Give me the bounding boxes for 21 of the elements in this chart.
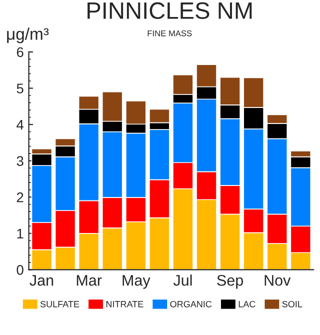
x-tick-label: Sep (217, 274, 243, 289)
x-tick-label: May (122, 275, 150, 289)
y-tick-label: 3 (16, 156, 24, 166)
y-tick-label: 0 (16, 265, 24, 275)
x-tick-label: Mar (76, 275, 102, 286)
legend-label: NITRATE (106, 301, 144, 308)
y-tick-label: 1 (17, 228, 24, 238)
x-tick-label: Jan (30, 275, 54, 286)
x-tick-label: Jul (173, 274, 192, 286)
x-tick-label: Nov (264, 275, 291, 286)
y-axis-title: μg/m³ (7, 28, 49, 44)
y-tick-label: 6 (16, 47, 24, 58)
legend-label: SOIL (282, 300, 302, 308)
legend-label: ORGANIC (170, 300, 212, 308)
chart-title: PINNICLES NM (88, 2, 252, 20)
y-tick-label: 2 (16, 192, 24, 202)
y-tick-label: 4 (16, 120, 24, 130)
legend-label: LAC (238, 300, 256, 308)
legend-label: SULFATE (40, 300, 80, 308)
y-tick-label: 5 (16, 84, 24, 94)
chart-subtitle: FINE MASS (148, 30, 192, 36)
